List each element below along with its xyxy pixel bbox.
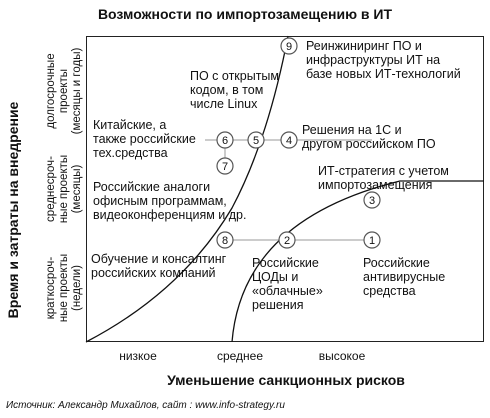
marker-8-num: 8: [222, 235, 228, 247]
marker-7: [216, 157, 234, 175]
x-axis-title: Уменьшение санкционных рисков: [167, 372, 405, 388]
item-2-text: Российские ЦОДы и «облачные» решения: [252, 256, 323, 312]
item-3-text: ИТ-стратегия с учетом импортозамещения: [318, 164, 449, 192]
item-1-text: Российские антивирусные средства: [363, 256, 446, 298]
marker-6-num: 6: [222, 135, 228, 147]
plot-area: [86, 36, 484, 342]
marker-6: [216, 131, 234, 149]
marker-4-num: 4: [286, 135, 292, 147]
marker-8: [216, 231, 234, 249]
marker-2: [278, 231, 296, 249]
marker-3-num: 3: [369, 195, 375, 207]
outer-curve: [85, 35, 289, 343]
chart-title: Возможности по импортозамещению в ИТ: [97, 6, 393, 22]
item-8-text: Обучение и консалтинг российских компани…: [91, 252, 227, 280]
marker-1-num: 1: [369, 235, 375, 247]
marker-7-num: 7: [222, 161, 228, 173]
col-label-low: низкое: [119, 349, 157, 363]
marker-5-num: 5: [253, 135, 259, 147]
marker-9: [280, 37, 298, 55]
source-note: Источник: Александр Михайлов, сайт : www…: [6, 400, 285, 411]
col-label-medium: среднее: [216, 349, 264, 363]
col-label-high: высокое: [318, 349, 366, 363]
marker-4: [280, 131, 298, 149]
item-4-text: Решения на 1С и другом российском ПО: [302, 123, 436, 151]
item-6-text: Китайские, а также российские тех.средст…: [93, 118, 196, 160]
item-5-text: ПО с открытым кодом, в том числе Linux: [190, 69, 280, 111]
item-9-text: Реинжиниринг ПО и инфраструктуры ИТ на б…: [306, 39, 461, 81]
item-7-text: Российские аналоги офисным программам, в…: [93, 180, 247, 222]
marker-2-num: 2: [284, 235, 290, 247]
marker-9-num: 9: [286, 41, 292, 53]
marker-3: [363, 191, 381, 209]
marker-5: [247, 131, 265, 149]
marker-1: [363, 231, 381, 249]
